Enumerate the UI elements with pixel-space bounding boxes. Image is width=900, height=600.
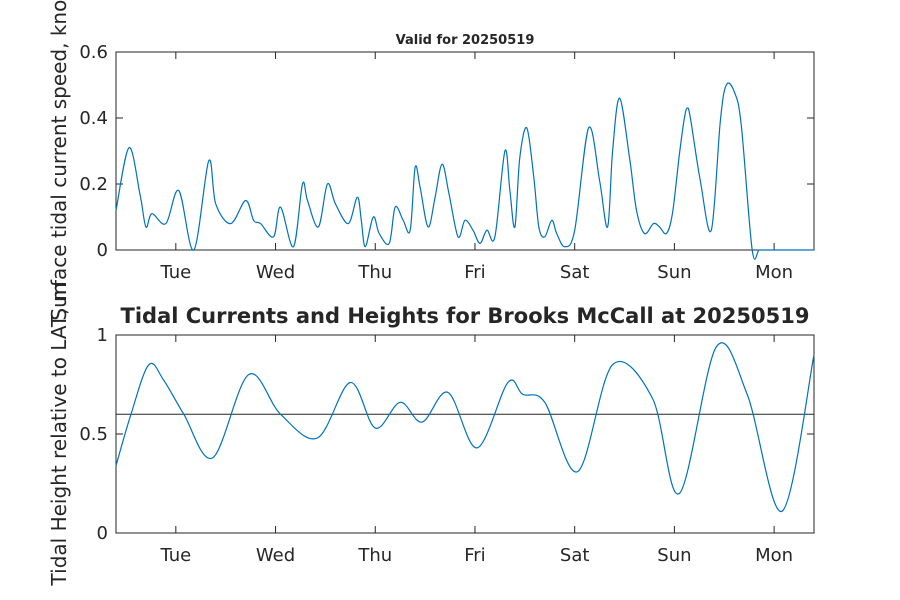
current-speed-panel: Valid for 20250519 Surface tidal current…: [47, 0, 815, 321]
tidal-height-panel: Tidal Currents and Heights for Brooks Mc…: [47, 283, 815, 587]
height-series-line: [115, 342, 815, 512]
x-tick-label: Fri: [464, 545, 485, 566]
y-tick-label: 0.2: [79, 174, 108, 195]
x-tick-label: Sat: [560, 262, 590, 283]
y-tick-label: 0: [97, 523, 108, 544]
speed-series: [115, 82, 814, 260]
speed-y-axis-label: Surface tidal current speed, knots: [47, 0, 71, 321]
x-tick-label: Fri: [464, 262, 485, 283]
height-axes-box: [115, 334, 815, 534]
x-tick-label: Mon: [755, 545, 793, 566]
speed-series-line: [115, 82, 814, 260]
x-tick-label: Tue: [159, 262, 191, 283]
speed-x-ticks: Tue Wed Thu Fri Sat Sun Mon: [159, 52, 793, 283]
x-tick-label: Sun: [657, 262, 691, 283]
y-tick-label: 0.6: [79, 42, 108, 63]
y-tick-label: 0: [97, 240, 108, 261]
height-y-axis-label: Tidal Height relative to LAT, m: [47, 283, 71, 587]
x-tick-label: Thu: [357, 262, 392, 283]
x-tick-label: Thu: [357, 545, 392, 566]
y-tick-label: 1: [97, 325, 108, 346]
y-tick-label: 0.5: [79, 424, 108, 445]
speed-y-ticks: 0 0.2 0.4 0.6: [79, 42, 814, 261]
height-series: [115, 342, 815, 512]
height-y-ticks: 00.51: [79, 325, 814, 544]
x-tick-label: Sun: [657, 545, 691, 566]
y-tick-label: 0.4: [79, 108, 108, 129]
x-tick-label: Wed: [256, 262, 295, 283]
speed-chart-title: Valid for 20250519: [396, 33, 535, 48]
x-tick-label: Mon: [755, 262, 793, 283]
speed-axes-box: [115, 51, 815, 251]
x-tick-label: Wed: [256, 545, 295, 566]
height-chart-title: Tidal Currents and Heights for Brooks Mc…: [121, 304, 810, 328]
height-x-ticks: Tue Wed Thu Fri Sat Sun Mon: [159, 335, 793, 566]
x-tick-label: Sat: [560, 545, 590, 566]
x-tick-label: Tue: [159, 545, 191, 566]
